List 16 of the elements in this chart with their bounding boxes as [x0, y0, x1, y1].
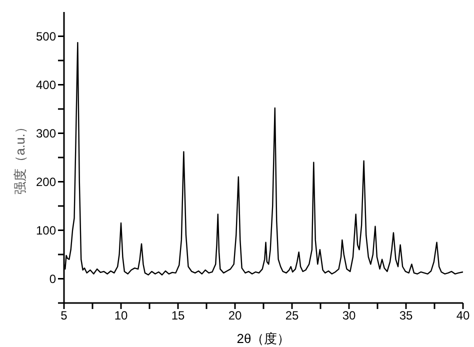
x-tick-label: 25 [285, 308, 299, 323]
x-tick-label: 20 [228, 308, 242, 323]
x-tick-label: 5 [60, 308, 68, 323]
y-tick-label: 100 [36, 224, 56, 238]
y-tick-label: 0 [49, 272, 56, 286]
x-tick-label: 35 [399, 308, 413, 323]
x-tick-label: 30 [342, 308, 356, 323]
y-tick-label: 200 [36, 175, 56, 190]
y-axis-title: 强度（a.u.） [12, 120, 28, 194]
x-tick-label: 40 [456, 308, 470, 323]
x-tick-label: 15 [171, 308, 185, 323]
y-tick-label: 500 [36, 30, 56, 44]
y-tick-label: 400 [36, 78, 56, 92]
x-tick-label: 10 [114, 308, 128, 323]
x-axis-title: 2θ（度） [236, 331, 290, 346]
y-tick-label: 300 [36, 126, 56, 141]
